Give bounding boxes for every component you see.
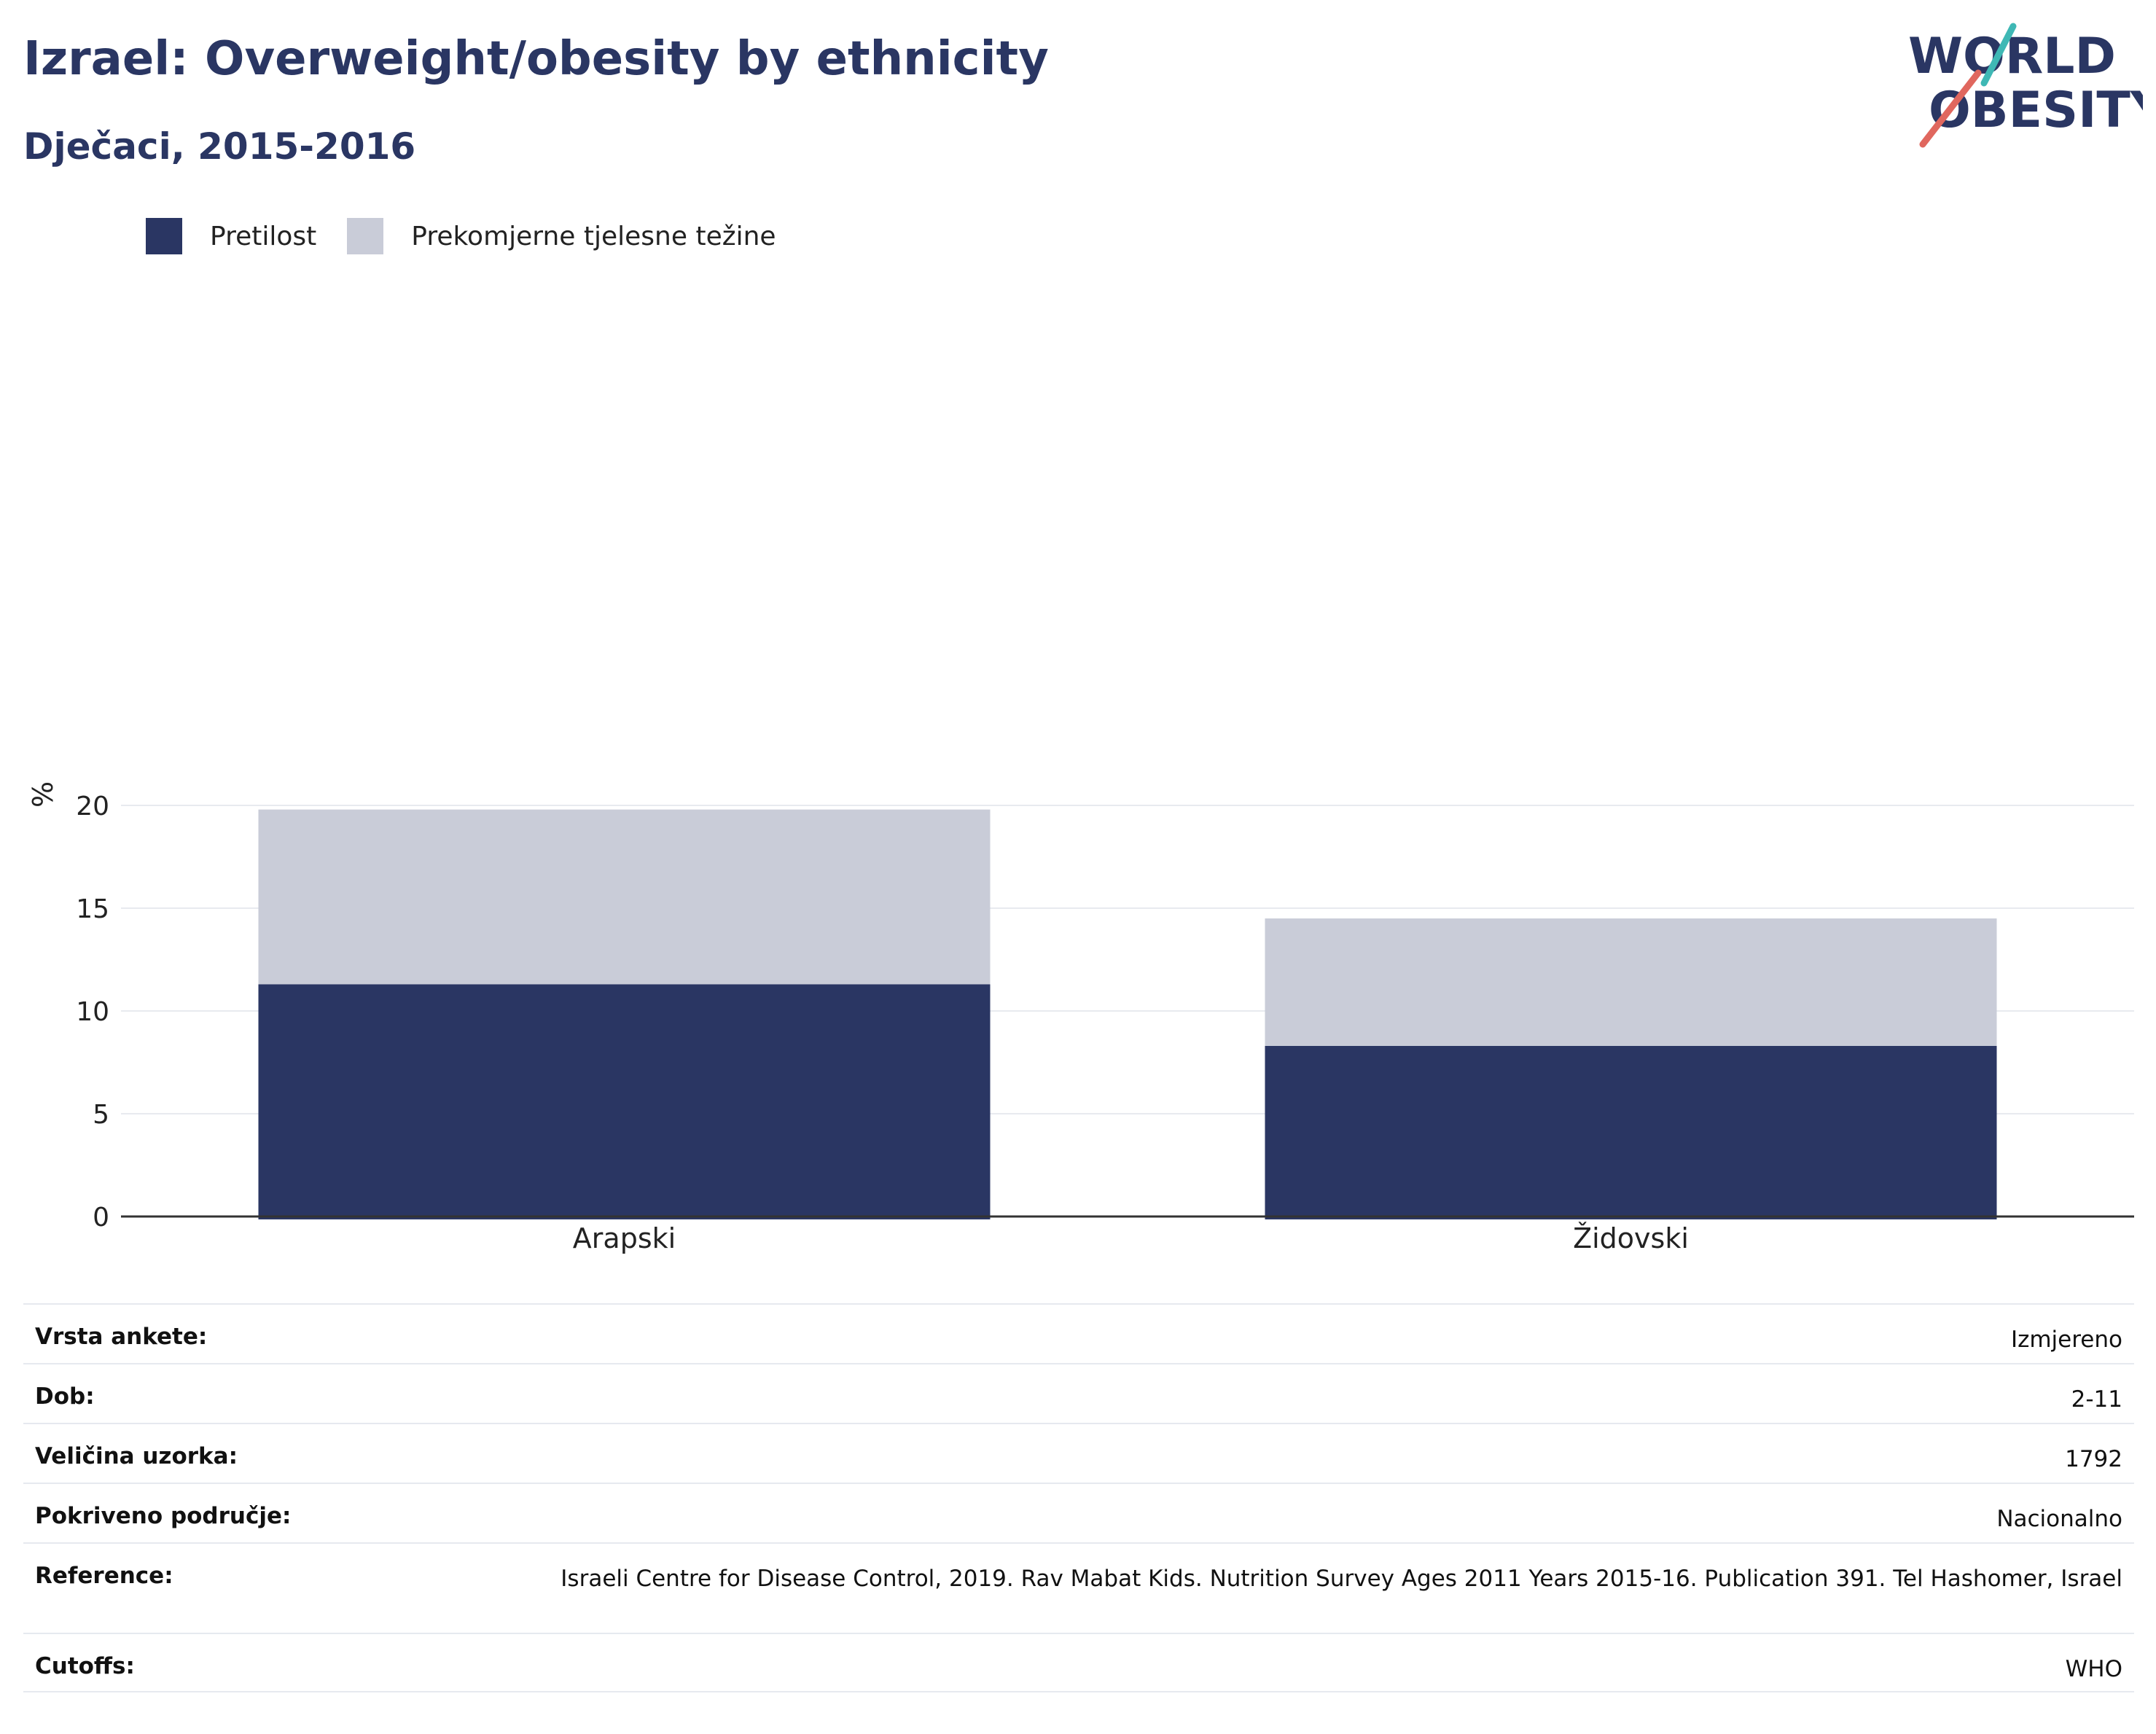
legend-item-obesity[interactable]: Pretilost xyxy=(146,218,316,254)
y-axis-label: % xyxy=(27,781,59,808)
survey-info-table: Vrsta ankete: Izmjereno Dob: 2-11 Veličina u… xyxy=(23,1303,2134,1692)
y-tick-label: 15 xyxy=(76,894,109,924)
x-tick-label: Arapski xyxy=(573,1222,676,1254)
y-tick-label: 5 xyxy=(93,1100,109,1130)
info-row: Pokriveno područje: Nacionalno xyxy=(23,1483,2134,1542)
logo-slash-teal xyxy=(1980,23,2017,87)
legend-swatch-obesity xyxy=(146,218,182,254)
info-row: Reference: Israeli Centre for Disease Con… xyxy=(23,1542,2134,1633)
bar-segment-overweight xyxy=(1265,918,1997,1046)
logo-slash-red xyxy=(1919,69,1982,148)
info-value: 1792 xyxy=(2065,1446,2122,1472)
info-key: Dob: xyxy=(35,1383,95,1410)
legend-swatch-overweight xyxy=(347,218,384,254)
bar-segment-obesity xyxy=(1265,1045,1997,1219)
info-value: WHO xyxy=(2065,1656,2122,1682)
bar-segment-overweight xyxy=(258,809,991,985)
stacked-bar-chart: 0 5 10 15 20% Arapski Židovski xyxy=(27,781,2134,1254)
info-row: Dob: 2-11 xyxy=(23,1363,2134,1423)
info-value: Nacionalno xyxy=(1996,1506,2122,1532)
y-tick-label: 10 xyxy=(76,997,109,1027)
info-key: Veličina uzorka: xyxy=(35,1443,238,1469)
chart-legend: Pretilost Prekomjerne tjelesne težine xyxy=(146,217,807,255)
info-value: 2-11 xyxy=(2071,1386,2122,1413)
info-key: Vrsta ankete: xyxy=(35,1324,208,1350)
chart-subtitle: Dječaci, 2015-2016 xyxy=(23,125,416,168)
info-row: Cutoffs: WHO xyxy=(23,1633,2134,1692)
legend-item-overweight[interactable]: Prekomjerne tjelesne težine xyxy=(347,218,776,254)
legend-label-obesity: Pretilost xyxy=(210,221,317,251)
x-tick-label: Židovski xyxy=(1573,1222,1689,1254)
world-obesity-logo: WORLD OBESITY xyxy=(1908,23,2143,148)
info-key: Pokriveno područje: xyxy=(35,1503,292,1529)
info-key: Cutoffs: xyxy=(35,1653,135,1679)
logo-word-world: WORLD xyxy=(1908,28,2116,85)
y-tick-label: 20 xyxy=(76,792,109,821)
info-row: Vrsta ankete: Izmjereno xyxy=(23,1303,2134,1363)
info-value: Izmjereno xyxy=(2010,1327,2122,1353)
info-value: Israeli Centre for Disease Control, 2019… xyxy=(561,1566,2122,1592)
info-key: Reference: xyxy=(35,1563,173,1589)
bar-segment-obesity xyxy=(258,984,991,1219)
chart-title: Izrael: Overweight/obesity by ethnicity xyxy=(23,32,1049,86)
info-row: Veličina uzorka: 1792 xyxy=(23,1423,2134,1483)
legend-label-overweight: Prekomjerne tjelesne težine xyxy=(411,221,776,251)
y-tick-label: 0 xyxy=(93,1203,109,1233)
